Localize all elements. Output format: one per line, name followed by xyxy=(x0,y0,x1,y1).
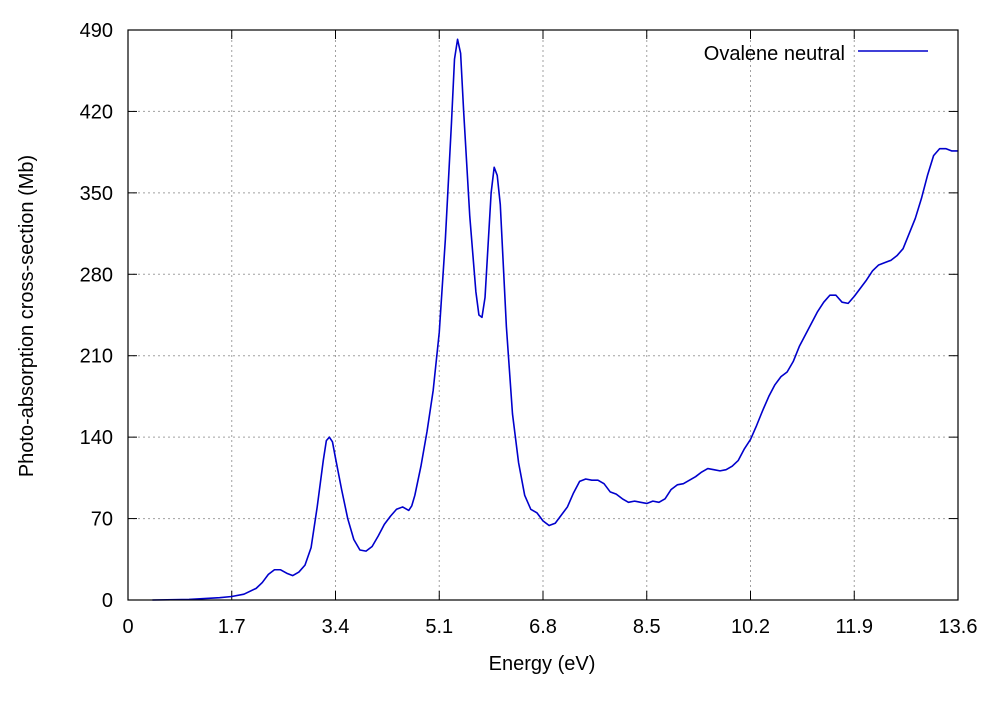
x-tick-label: 8.5 xyxy=(633,616,661,638)
y-tick-label: 280 xyxy=(80,264,113,286)
series-line-ovalene-neutral xyxy=(152,38,958,601)
grid-lines xyxy=(128,30,958,600)
x-tick-label: 6.8 xyxy=(529,616,557,638)
x-tick-label: 11.9 xyxy=(836,616,873,638)
series-layer xyxy=(152,38,958,601)
y-tick-label: 140 xyxy=(80,427,113,449)
tick-labels: 0 1.7 3.4 5.1 6.8 8.5 10.2 11.9 13.6 0 70 140 210 280… xyxy=(80,20,978,638)
x-tick-label: 0 xyxy=(122,616,133,638)
y-tick-label: 0 xyxy=(102,590,113,612)
x-tick-label: 5.1 xyxy=(425,616,453,638)
x-tick-label: 1.7 xyxy=(218,616,246,638)
x-tick-label: 13.6 xyxy=(939,616,978,638)
y-axis-label: Photo-absorption cross-section (Mb) xyxy=(16,155,38,477)
x-axis-label: Energy (eV) xyxy=(489,653,596,675)
legend-label: Ovalene neutral xyxy=(704,43,845,65)
legend: Ovalene neutral xyxy=(704,43,928,65)
y-tick-label: 420 xyxy=(80,101,113,123)
y-tick-label: 350 xyxy=(80,183,113,205)
x-tick-label: 10.2 xyxy=(731,616,770,638)
x-tick-label: 3.4 xyxy=(322,616,350,638)
y-tick-label: 70 xyxy=(91,509,113,531)
y-tick-label: 210 xyxy=(80,346,113,368)
y-tick-label: 490 xyxy=(80,20,113,42)
plot-frame xyxy=(127,29,959,601)
